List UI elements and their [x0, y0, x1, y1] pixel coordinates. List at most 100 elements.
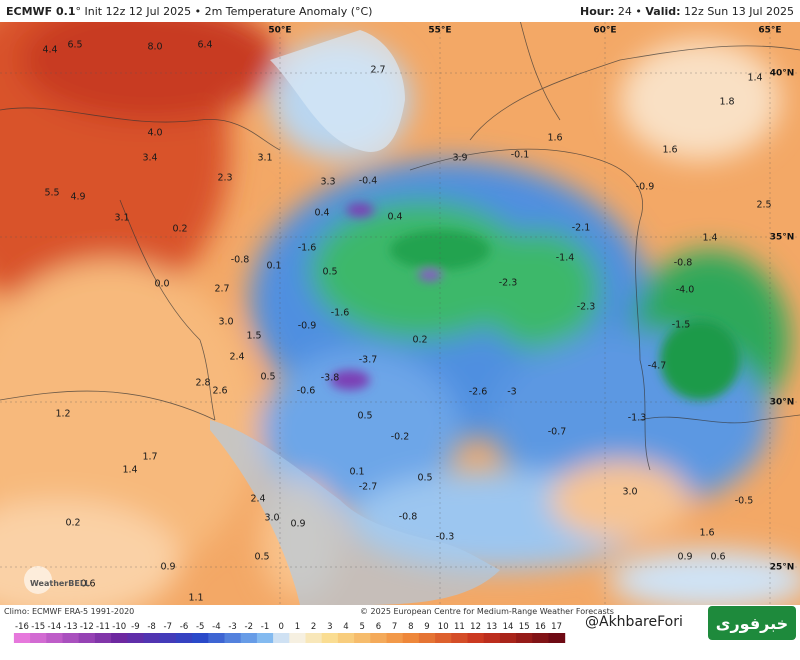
value-label: 0.5: [417, 473, 432, 484]
value-label: 0.9: [290, 519, 305, 530]
colorbar-label: -2: [245, 622, 253, 632]
colorbar-label: -14: [47, 622, 61, 632]
value-label: 2.4: [229, 352, 244, 363]
hour: 24 •: [618, 5, 642, 18]
value-label: -3.7: [359, 355, 378, 366]
value-label: 1.2: [55, 409, 70, 420]
value-label: -3: [507, 387, 516, 398]
colorbar-swatch: [256, 633, 274, 643]
border: [0, 390, 216, 421]
colorbar-swatch: [208, 633, 225, 643]
colorbar-swatch: [46, 633, 63, 643]
grid-labels: 50°E 55°E 60°E 65°E 40°N 35°N 30°N 25°N: [268, 26, 794, 573]
colorbar-label: -4: [212, 622, 220, 632]
value-label: 5.5: [44, 188, 59, 199]
borders: [0, 22, 800, 471]
colorbar-label: 1: [295, 622, 300, 632]
value-label: 4.0: [147, 128, 162, 139]
border: [469, 45, 800, 141]
colorbar-label: -6: [180, 622, 188, 632]
colorbar-label: -3: [228, 622, 236, 632]
anomaly-detail: [330, 203, 740, 400]
value-label: -3.8: [321, 373, 340, 384]
colorbar-swatch: [499, 633, 517, 643]
border: [520, 22, 561, 121]
value-label: 1.6: [662, 145, 677, 156]
value-label: -0.8: [231, 255, 250, 266]
colorbar-swatch: [386, 633, 404, 643]
colorbar-label: 16: [535, 622, 546, 632]
gulf: [210, 420, 500, 605]
value-label: 0.4: [314, 208, 329, 219]
colorbar-label: 10: [438, 622, 449, 632]
handle: @AkhbareFori: [585, 614, 683, 630]
cool-area: [610, 550, 800, 605]
colorbar-label: 12: [470, 622, 481, 632]
colorbar-label: -7: [164, 622, 172, 632]
colorbar-swatch: [78, 633, 96, 643]
grid-label: 40°N: [770, 69, 795, 79]
colorbar-swatch: [13, 633, 31, 643]
colorbar-label: 6: [376, 622, 381, 632]
cold-area: [480, 230, 600, 350]
value-labels: 6.5 8.0 6.4 4.4 4.0 3.4 3.1 5.5 4.9 3.1 0.2 2.3 3.3 -…: [42, 40, 771, 604]
border: [0, 107, 281, 151]
value-label: 0.6: [710, 552, 725, 563]
colorbar-swatch: [483, 633, 501, 643]
run-info: ° Init 12z 12 Jul 2025 • 2m Temperature …: [76, 5, 373, 18]
value-label: 1.4: [747, 73, 762, 84]
value-label: -2.7: [359, 482, 378, 493]
colorbar-swatch: [111, 633, 128, 643]
colorbar-label: 7: [392, 622, 397, 632]
value-label: 1.4: [702, 233, 717, 244]
value-label: 3.1: [257, 153, 272, 164]
value-label: 1.8: [719, 97, 734, 108]
value-label: 2.7: [214, 284, 229, 295]
cold-area: [390, 230, 490, 270]
colorbar-label: 5: [359, 622, 364, 632]
value-label: -0.4: [359, 176, 378, 187]
value-label: 1.7: [142, 452, 157, 463]
value-label: 0.5: [260, 372, 275, 383]
value-label: -1.5: [672, 320, 691, 331]
colorbar-label: -13: [64, 622, 78, 632]
colorbar-label: 9: [424, 622, 429, 632]
colorbar-swatch: [305, 633, 323, 643]
colorbar-swatch: [175, 633, 193, 643]
value-label: -0.9: [636, 182, 655, 193]
colorbar-label: 17: [551, 622, 562, 632]
colorbar-label: 2: [311, 622, 316, 632]
colorbar-swatch: [224, 633, 242, 643]
colorbar-swatch: [159, 633, 177, 643]
value-label: 2.5: [756, 200, 771, 211]
value-label: 8.0: [147, 42, 162, 53]
colorbar-label: 11: [454, 622, 465, 632]
value-label: 3.3: [320, 177, 335, 188]
colorbar-swatch: [532, 633, 549, 643]
colorbar-label: -11: [96, 622, 110, 632]
cold-area: [310, 200, 530, 340]
colorbar-swatch: [143, 633, 161, 643]
grid-label: 65°E: [758, 26, 781, 36]
value-label: -2.1: [572, 223, 591, 234]
valid: 12z Sun 13 Jul 2025: [684, 5, 794, 18]
colorbar-swatch: [516, 633, 533, 643]
border: [635, 219, 651, 471]
grid-label: 50°E: [268, 26, 291, 36]
value-label: -0.3: [436, 532, 455, 543]
colorbar-swatch: [370, 633, 387, 643]
grid-label: 60°E: [593, 26, 616, 36]
colorbar-label: -1: [261, 622, 269, 632]
value-label: 3.1: [114, 213, 129, 224]
value-label: 0.6: [80, 579, 95, 590]
very-cold-area: [346, 203, 374, 217]
value-label: -0.6: [297, 386, 316, 397]
mild-area: [550, 460, 690, 540]
colorbar-label: -5: [196, 622, 204, 632]
colorbar-swatch: [240, 633, 258, 643]
colorbar-swatch: [321, 633, 339, 643]
border: [639, 414, 800, 424]
value-label: 0.2: [65, 518, 80, 529]
value-label: -0.1: [511, 150, 530, 161]
value-label: 1.5: [246, 331, 261, 342]
